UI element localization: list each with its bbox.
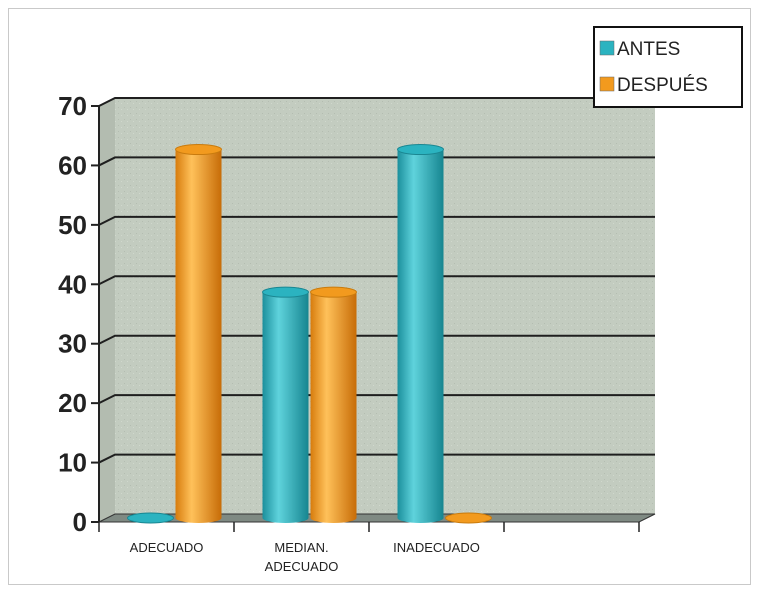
bar-top [127,512,174,524]
y-tick-label: 30 [58,329,87,359]
y-tick-label: 40 [58,269,87,299]
bar-antes [262,286,309,523]
bar-body [310,292,357,523]
x-category-label: MEDIAN. [274,540,328,555]
legend-label-despues: DESPUÉS [617,75,708,96]
chart-frame: 0 10 20 30 40 50 60 70 ADECUADO MEDIAN. ADECUADO IN… [8,8,751,585]
y-tick-label: 0 [73,507,87,537]
bar-top [397,144,444,156]
y-tick-label: 70 [58,91,87,121]
legend-swatch-antes [599,40,615,56]
legend-label-antes: ANTES [617,39,680,60]
x-category-label: ADECUADO [265,559,339,574]
bar-top [445,512,492,524]
bar-body [397,149,444,524]
bar-despues [445,512,492,524]
bar-body [175,149,222,524]
bar-body [262,292,309,523]
chart-side-wall [99,98,115,522]
bar-despues [310,286,357,523]
bar-top [310,286,357,298]
gridline [98,334,655,345]
y-tick-label: 50 [58,210,87,240]
y-tick-label: 20 [58,388,87,418]
x-category-label: ADECUADO [130,540,204,555]
y-tick-label: 10 [58,448,87,478]
bar-antes [397,144,444,524]
x-category-label: INADECUADO [393,540,480,555]
bar-chart: 0 10 20 30 40 50 60 70 ADECUADO MEDIAN. ADECUADO IN… [58,26,743,574]
legend-box [593,26,743,108]
gridline [98,215,655,226]
gridline [98,97,655,107]
gridline [98,156,655,167]
bar-top [175,144,222,156]
bar-top [262,286,309,298]
gridline [98,394,655,405]
gridline [98,275,655,286]
bar-despues [175,144,222,524]
y-tick-label: 60 [58,150,87,180]
gridline [98,453,655,464]
legend-swatch-despues [599,76,615,92]
chart-back-wall [115,98,655,514]
bar-antes [127,512,174,524]
